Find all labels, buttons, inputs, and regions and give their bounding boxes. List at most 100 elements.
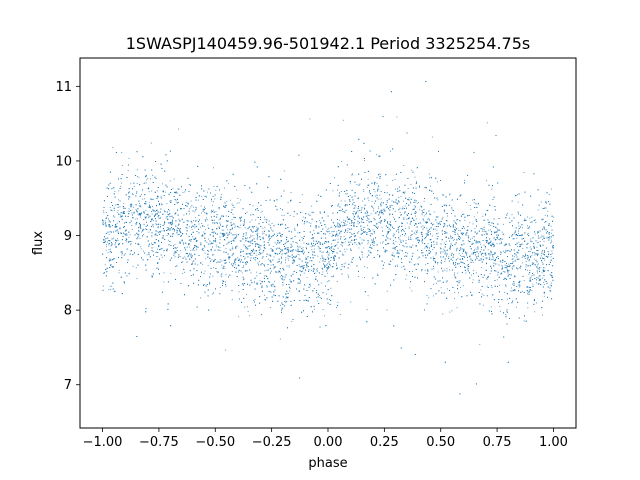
data-point bbox=[544, 269, 546, 271]
data-point bbox=[274, 280, 276, 282]
data-point bbox=[499, 239, 501, 241]
data-point bbox=[223, 233, 225, 234]
data-point bbox=[113, 258, 115, 259]
data-point bbox=[169, 210, 170, 212]
data-point bbox=[543, 284, 545, 285]
data-point bbox=[197, 199, 199, 201]
data-point bbox=[169, 221, 171, 223]
data-point bbox=[453, 223, 454, 225]
data-point bbox=[347, 244, 349, 246]
data-point bbox=[281, 234, 283, 236]
data-point bbox=[215, 244, 217, 246]
data-point bbox=[281, 258, 283, 259]
data-point bbox=[458, 235, 459, 237]
data-point bbox=[143, 211, 145, 212]
data-point bbox=[167, 213, 169, 215]
data-point bbox=[337, 247, 339, 249]
data-point bbox=[511, 267, 513, 269]
data-point bbox=[279, 338, 281, 340]
data-point bbox=[525, 266, 527, 268]
data-point bbox=[182, 192, 184, 193]
data-point bbox=[465, 234, 467, 236]
data-point bbox=[531, 274, 533, 276]
data-point bbox=[299, 251, 301, 252]
data-point bbox=[256, 226, 258, 228]
data-point bbox=[512, 265, 514, 267]
data-point bbox=[145, 216, 147, 218]
data-point bbox=[525, 264, 527, 266]
data-point bbox=[219, 287, 221, 288]
data-point bbox=[173, 254, 175, 256]
data-point bbox=[506, 212, 508, 214]
data-point bbox=[204, 212, 206, 214]
data-point bbox=[150, 207, 151, 209]
data-point bbox=[422, 211, 424, 213]
data-point bbox=[389, 221, 391, 223]
data-point bbox=[123, 203, 125, 205]
data-point bbox=[305, 257, 307, 259]
data-point bbox=[293, 216, 295, 217]
data-point bbox=[215, 241, 217, 243]
data-point bbox=[242, 279, 244, 281]
data-point bbox=[304, 222, 306, 224]
data-point bbox=[327, 228, 329, 230]
data-point bbox=[536, 272, 538, 274]
data-point bbox=[340, 244, 342, 246]
data-point bbox=[342, 225, 344, 227]
data-point bbox=[406, 222, 408, 224]
data-point bbox=[537, 209, 539, 211]
data-point bbox=[414, 201, 416, 203]
data-point bbox=[246, 293, 247, 295]
data-point bbox=[196, 208, 197, 210]
data-point bbox=[283, 252, 285, 254]
data-point bbox=[485, 247, 486, 249]
data-point bbox=[194, 216, 196, 218]
data-point bbox=[252, 235, 254, 237]
data-point bbox=[399, 249, 401, 251]
data-point bbox=[110, 264, 112, 265]
data-point bbox=[215, 211, 217, 213]
data-point bbox=[212, 236, 214, 238]
data-point bbox=[386, 192, 388, 194]
data-point bbox=[353, 240, 355, 242]
data-point bbox=[473, 216, 475, 218]
data-point bbox=[136, 190, 138, 192]
data-point bbox=[535, 302, 537, 304]
data-point bbox=[250, 234, 252, 236]
data-point bbox=[102, 285, 104, 287]
data-point bbox=[343, 248, 345, 250]
data-point bbox=[403, 165, 405, 167]
data-point bbox=[472, 223, 474, 225]
data-point bbox=[366, 224, 368, 226]
data-point bbox=[288, 266, 290, 268]
data-point bbox=[200, 226, 201, 228]
data-point bbox=[245, 263, 247, 265]
data-point bbox=[224, 267, 226, 269]
data-point bbox=[408, 227, 410, 229]
data-point bbox=[330, 287, 332, 289]
data-point bbox=[140, 248, 142, 250]
data-point bbox=[549, 284, 551, 286]
data-point bbox=[322, 251, 324, 253]
data-point bbox=[528, 292, 530, 293]
data-point bbox=[486, 122, 488, 124]
data-point bbox=[491, 244, 493, 246]
data-point bbox=[305, 246, 307, 248]
data-point bbox=[315, 277, 317, 279]
data-point bbox=[138, 230, 140, 232]
data-point bbox=[433, 295, 435, 297]
data-point bbox=[484, 229, 485, 231]
data-point bbox=[380, 212, 382, 214]
data-point bbox=[528, 260, 530, 262]
data-point bbox=[213, 185, 215, 187]
data-point bbox=[328, 252, 330, 254]
data-point bbox=[347, 228, 349, 229]
data-point bbox=[319, 295, 320, 296]
data-point bbox=[408, 197, 410, 199]
data-point bbox=[392, 258, 394, 260]
data-point bbox=[125, 240, 127, 241]
data-point bbox=[210, 250, 212, 252]
data-point bbox=[363, 277, 365, 278]
data-point bbox=[453, 298, 455, 300]
